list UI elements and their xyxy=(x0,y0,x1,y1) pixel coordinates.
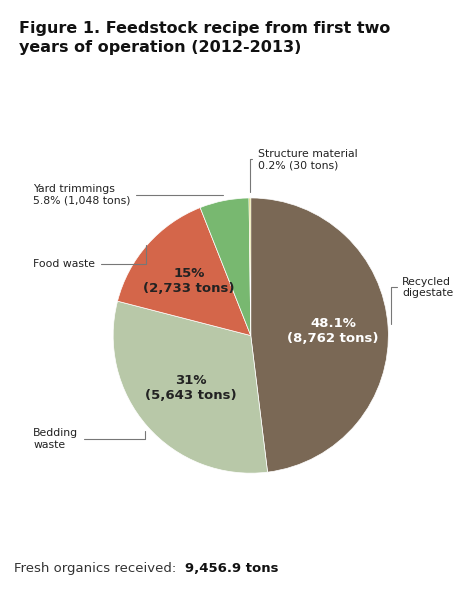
Text: Structure material
0.2% (30 tons): Structure material 0.2% (30 tons) xyxy=(250,149,357,192)
Text: Yard trimmings
5.8% (1,048 tons): Yard trimmings 5.8% (1,048 tons) xyxy=(33,184,223,206)
Text: 48.1%
(8,762 tons): 48.1% (8,762 tons) xyxy=(287,316,379,344)
Text: Bedding
waste: Bedding waste xyxy=(33,428,145,450)
Wedge shape xyxy=(118,208,251,335)
Text: 15%
(2,733 tons): 15% (2,733 tons) xyxy=(143,267,235,295)
Wedge shape xyxy=(200,198,251,335)
Text: 31%
(5,643 tons): 31% (5,643 tons) xyxy=(145,374,237,402)
Wedge shape xyxy=(251,198,388,472)
Wedge shape xyxy=(249,198,251,335)
Text: 9,456.9 tons: 9,456.9 tons xyxy=(185,562,278,575)
Wedge shape xyxy=(113,301,267,473)
Text: Figure 1. Feedstock recipe from first two
years of operation (2012-2013): Figure 1. Feedstock recipe from first tw… xyxy=(19,21,390,55)
Text: Food waste: Food waste xyxy=(33,246,146,269)
Text: Fresh organics received:: Fresh organics received: xyxy=(14,562,180,575)
Text: Recycled
digestate: Recycled digestate xyxy=(391,277,454,324)
